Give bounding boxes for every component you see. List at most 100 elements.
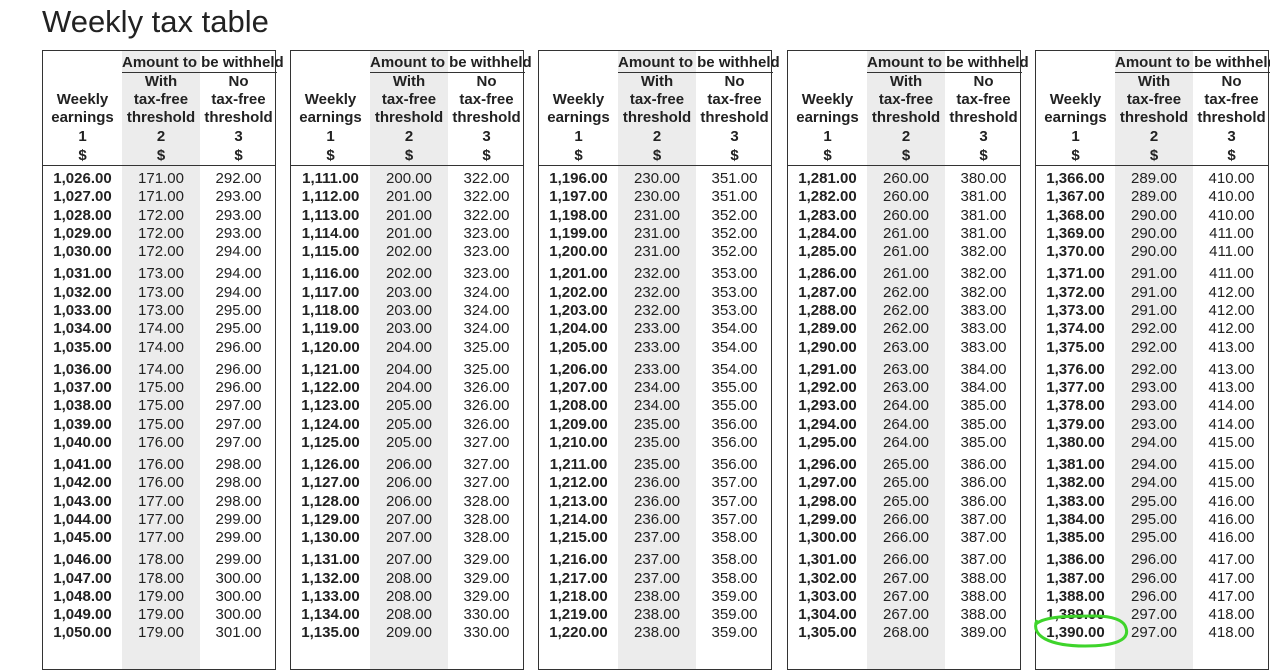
earnings-cell: 1,281.00 [798,170,857,187]
withholding-cell: 178.00 [138,569,184,587]
withholding-cell: 329.00 [463,551,510,569]
withholding-cell: 356.00 [711,415,758,433]
column-number: 2 [1149,128,1159,145]
withholding-cell: 416.00 [1208,492,1255,510]
withholding-cell: 328.00 [463,510,510,528]
withholding-cell: 179.00 [138,587,184,605]
group-rule [370,72,525,73]
withholding-cell: 388.00 [960,569,1007,587]
withholding-cell: 416.00 [1208,510,1255,528]
earnings-cell: 1,115.00 [301,243,360,261]
withholding-cell: 208.00 [386,587,432,605]
earnings-cell: 1,289.00 [798,320,857,338]
withholding-cell: 322.00 [463,206,510,224]
earnings-cell: 1,303.00 [798,587,857,605]
column-header: earnings [51,109,114,126]
earnings-cell: 1,286.00 [798,265,857,283]
earnings-cell: 1,384.00 [1046,510,1105,528]
withholding-cell: 299.00 [215,551,262,569]
earnings-cell: 1,199.00 [549,224,608,242]
withholding-cell: 418.00 [1208,606,1255,624]
earnings-cell: 1,293.00 [798,397,857,415]
withholding-cell: 235.00 [634,455,680,473]
earnings-cell: 1,284.00 [798,224,857,242]
column-number: 2 [652,128,662,145]
withholding-cell: 235.00 [634,433,680,451]
column-number: 2 [156,128,166,145]
earnings-cell: 1,026.00 [53,170,112,187]
column-unit: $ [901,147,911,164]
withholding-cell: 324.00 [463,301,510,319]
withholding-cell: 236.00 [634,510,680,528]
earnings-cell: 1,215.00 [549,529,608,547]
earnings-cell: 1,123.00 [301,397,360,415]
withholding-cell: 326.00 [463,415,510,433]
withholding-cell: 172.00 [138,243,184,261]
earnings-cell: 1,374.00 [1046,320,1105,338]
withholding-cell: 208.00 [386,606,432,624]
earnings-cell: 1,126.00 [301,455,360,473]
withholding-cell: 413.00 [1208,360,1255,378]
withholding-cell: 234.00 [634,397,680,415]
earnings-cell: 1,282.00 [798,188,857,206]
earnings-cell: 1,111.00 [302,170,359,187]
column-header: tax-free [459,91,514,108]
withholding-cell: 413.00 [1208,378,1255,396]
withholding-cell: 296.00 [215,378,262,396]
table-panel: Amount to be withheld Weekly earnings 1 $ Wit… [538,50,780,670]
column-header: threshold [204,109,273,126]
column-number: 1 [326,128,335,145]
withholding-cell: 322.00 [463,170,510,187]
earnings-cell: 1,121.00 [301,360,360,378]
column-unit: $ [979,147,988,164]
withholding-cell: 414.00 [1208,415,1255,433]
withholding-cell: 233.00 [634,360,680,378]
earnings-cell: 1,209.00 [549,415,608,433]
earnings-cell: 1,120.00 [301,338,360,356]
withholding-cell: 295.00 [1131,510,1177,528]
withholding-cell: 329.00 [463,569,510,587]
withholding-cell: 298.00 [215,492,262,510]
earnings-cell: 1,046.00 [53,551,112,569]
column-header: With [640,73,674,90]
earnings-cell: 1,132.00 [301,569,360,587]
withholding-cell: 412.00 [1208,320,1255,338]
column-header: threshold [126,109,196,126]
page-title: Weekly tax table [42,4,269,39]
withholding-cell: 175.00 [138,378,184,396]
column-unit: $ [730,147,739,164]
withholding-cell: 204.00 [386,338,432,356]
withholding-cell: 357.00 [711,510,758,528]
withholding-cell: 385.00 [960,433,1007,451]
withholding-cell: 322.00 [463,188,510,206]
earnings-cell: 1,371.00 [1046,265,1105,283]
column-header: earnings [1044,109,1107,126]
group-header: Amount to be withheld [370,54,532,71]
earnings-cell: 1,043.00 [53,492,112,510]
withholding-cell: 176.00 [138,474,184,492]
withholding-cell: 323.00 [463,224,510,242]
withholding-cell: 209.00 [386,624,432,642]
withholding-cell: 380.00 [960,170,1007,187]
withholding-cell: 264.00 [883,397,929,415]
withholding-cell: 352.00 [711,243,758,261]
withholding-cell: 208.00 [386,569,432,587]
withholding-cell: 233.00 [634,320,680,338]
withholding-cell: 323.00 [463,243,510,261]
withholding-cell: 237.00 [634,569,680,587]
withholding-cell: 172.00 [138,224,184,242]
column-header: tax-free [381,91,437,108]
column-unit: $ [404,147,414,164]
earnings-cell: 1,300.00 [798,529,857,547]
header-rule [1036,165,1268,166]
column-unit: $ [1149,147,1159,164]
withholding-cell: 230.00 [634,188,680,206]
withholding-cell: 179.00 [138,624,184,642]
withholding-cell: 359.00 [711,624,758,642]
earnings-cell: 1,205.00 [549,338,608,356]
withholding-cell: 268.00 [883,624,929,642]
withholding-cell: 203.00 [386,301,432,319]
earnings-cell: 1,039.00 [53,415,112,433]
withholding-cell: 202.00 [386,243,432,261]
withholding-cell: 354.00 [711,360,758,378]
